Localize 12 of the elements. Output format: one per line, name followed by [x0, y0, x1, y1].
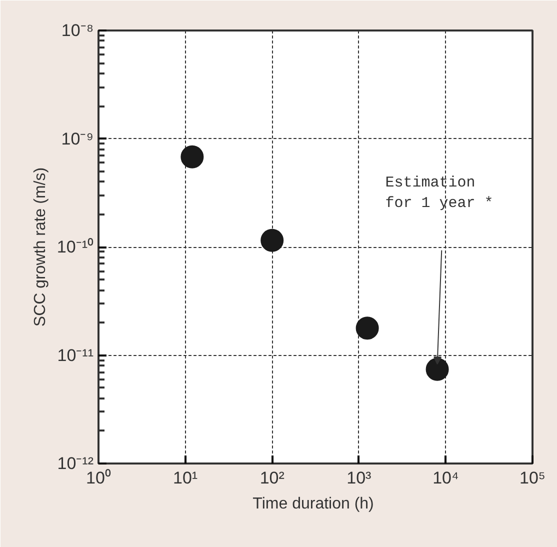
y-axis-title: SCC growth rate (m/s): [32, 167, 49, 327]
y-tick-label: 10⁻⁸: [61, 21, 94, 40]
x-axis-title: Time duration (h): [252, 496, 374, 512]
y-tick-label: 10⁻¹⁰: [56, 238, 94, 256]
y-tick-label: 10⁻⁹: [61, 129, 94, 148]
x-tick-label: 10⁴: [432, 468, 459, 488]
annotation: Estimation for 1 year *: [385, 174, 494, 212]
y-tick-label: 10⁻¹¹: [57, 346, 94, 365]
x-tick-label: 10⁵: [520, 468, 546, 488]
x-tick-label: 10²: [260, 468, 285, 488]
x-tick-label: 10¹: [173, 468, 198, 488]
x-tick-label: 10³: [346, 468, 372, 488]
